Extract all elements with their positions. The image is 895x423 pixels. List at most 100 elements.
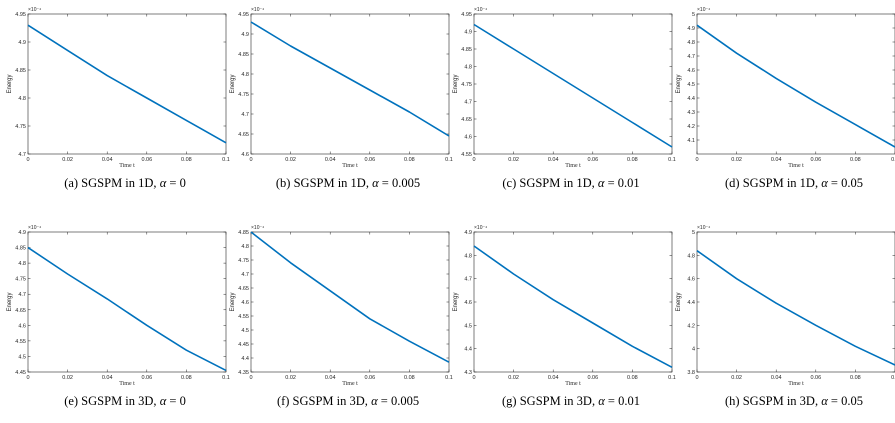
y-tick-label: 4.4 [241, 356, 249, 362]
x-tick-label: 0.02 [62, 375, 73, 381]
caption-alpha-value: 0.01 [618, 394, 640, 408]
x-tick-label: 0.04 [771, 157, 782, 163]
caption-alpha-symbol: α [598, 394, 605, 408]
y-tick-label: 4.55 [15, 339, 26, 345]
y-tick-label: 4.4 [687, 300, 695, 306]
x-tick-label: 0 [26, 157, 29, 163]
y-tick-label: 4.7 [687, 54, 695, 60]
subplot-caption: (b) SGSPM in 1D, α = 0.005 [276, 176, 420, 190]
y-axis-multiplier: ×10⁻⁴ [251, 7, 264, 13]
y-tick-label: 4.6 [464, 135, 472, 141]
y-axis-label: Energy [676, 74, 682, 93]
y-tick-label: 4.7 [241, 112, 249, 118]
x-tick-label: 0.02 [285, 157, 296, 163]
x-axis-label: Time t [565, 381, 581, 387]
series-line [27, 24, 227, 144]
x-tick-label: 0.06 [364, 375, 375, 381]
caption-prefix: (c) SGSPM in 1D, [502, 176, 598, 190]
y-tick-label: 4.8 [18, 261, 26, 267]
y-tick-label: 4.8 [241, 72, 249, 78]
axes-box [473, 13, 673, 155]
x-tick-label: 0.08 [181, 375, 192, 381]
caption-alpha-value: 0 [180, 176, 186, 190]
x-axis-label: Time t [788, 381, 804, 387]
y-axis-multiplier: ×10⁻⁴ [28, 225, 41, 231]
y-tick-label: 4.95 [461, 12, 472, 18]
y-tick-label: 4.5 [18, 354, 26, 360]
y-axis-multiplier: ×10⁻⁴ [251, 225, 264, 231]
y-tick-label: 3.8 [687, 370, 695, 376]
y-tick-label: 4.5 [241, 328, 249, 334]
caption-prefix: (h) SGSPM in 3D, [725, 394, 821, 408]
caption-equals: = [379, 176, 392, 190]
y-tick-label: 4.8 [687, 40, 695, 46]
y-tick-label: 4.2 [687, 323, 695, 329]
subplot-4: 0 0.02 0.04 0.06 0.08 0.1 4.1 4.2 4.3 4.4 4.5 4.6 4.… [676, 7, 895, 190]
x-tick-label: 0.1 [445, 157, 453, 163]
axes-box [250, 231, 450, 373]
y-tick-label: 4 [692, 347, 695, 353]
y-tick-label: 4.8 [464, 65, 472, 71]
x-tick-label: 0.06 [141, 375, 152, 381]
series-line [473, 23, 673, 148]
series-line [696, 24, 895, 148]
y-axis-multiplier: ×10⁻⁴ [697, 225, 710, 231]
x-tick-label: 0.04 [325, 157, 336, 163]
y-tick-label: 4.75 [238, 92, 249, 98]
y-tick-label: 4.95 [15, 12, 26, 18]
y-tick-label: 4.9 [18, 40, 26, 46]
y-tick-label: 4.9 [18, 230, 26, 236]
x-tick-label: 0.1 [668, 375, 676, 381]
x-tick-label: 0 [695, 375, 698, 381]
x-tick-label: 0.08 [404, 157, 415, 163]
y-tick-label: 4.6 [687, 68, 695, 74]
x-tick-label: 0.02 [731, 157, 742, 163]
series-line [27, 246, 227, 372]
y-tick-label: 4.85 [238, 52, 249, 58]
y-tick-label: 4.65 [238, 132, 249, 138]
y-tick-label: 4.7 [464, 100, 472, 106]
x-tick-label: 0.08 [627, 375, 638, 381]
subplot-caption: (a) SGSPM in 1D, α = 0 [64, 176, 186, 190]
subplot-2: 0 0.02 0.04 0.06 0.08 0.1 4.6 4.65 4.7 4.75 4.8 4.8… [230, 7, 453, 190]
caption-alpha-symbol: α [821, 394, 828, 408]
x-tick-label: 0.04 [771, 375, 782, 381]
y-tick-label: 4.5 [687, 82, 695, 88]
caption-equals: = [166, 394, 179, 408]
caption-alpha-value: 0 [180, 394, 186, 408]
x-tick-label: 0.08 [850, 157, 861, 163]
y-tick-label: 5 [692, 230, 695, 236]
y-tick-label: 4.4 [687, 96, 695, 102]
caption-equals: = [828, 394, 841, 408]
x-tick-label: 0.1 [891, 157, 895, 163]
x-tick-label: 0 [472, 157, 475, 163]
y-tick-label: 4.9 [687, 26, 695, 32]
x-tick-label: 0.04 [325, 375, 336, 381]
y-tick-label: 4.75 [15, 277, 26, 283]
axes-box [27, 13, 227, 155]
x-tick-label: 0.04 [548, 375, 559, 381]
y-tick-label: 4.8 [464, 253, 472, 259]
y-tick-label: 4.7 [18, 292, 26, 298]
y-tick-label: 4.65 [461, 117, 472, 123]
y-tick-label: 4.85 [461, 47, 472, 53]
subplot-caption: (f) SGSPM in 3D, α = 0.005 [277, 394, 419, 408]
y-tick-label: 4.6 [464, 300, 472, 306]
caption-alpha-symbol: α [371, 394, 378, 408]
y-tick-label: 4.75 [15, 124, 26, 130]
subplot-7: 0 0.02 0.04 0.06 0.08 0.1 4.3 4.4 4.5 4.6 4.7 4.8 4.… [453, 225, 676, 408]
y-axis-label: Energy [676, 292, 682, 311]
x-tick-label: 0.1 [222, 157, 230, 163]
caption-alpha-symbol: α [598, 176, 605, 190]
x-tick-label: 0.1 [668, 157, 676, 163]
caption-alpha-value: 0.005 [391, 394, 419, 408]
x-axis-label: Time t [342, 163, 358, 169]
y-tick-label: 4.35 [238, 370, 249, 376]
caption-equals: = [166, 176, 179, 190]
y-tick-label: 4.8 [241, 244, 249, 250]
caption-prefix: (f) SGSPM in 3D, [277, 394, 371, 408]
axes-box [250, 13, 450, 155]
y-tick-label: 4.85 [15, 68, 26, 74]
x-axis-label: Time t [119, 381, 135, 387]
y-tick-label: 4.85 [15, 246, 26, 252]
